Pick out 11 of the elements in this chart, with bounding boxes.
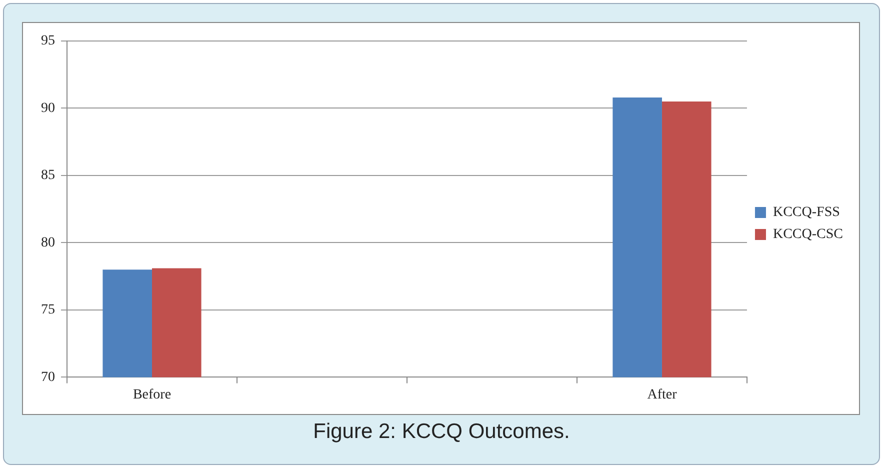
y-tick-label: 70 (41, 370, 55, 385)
text: Figure 2: KCCQ Outcomes. (312, 420, 571, 444)
x-tick-label: After (647, 387, 678, 402)
x-tick-label: Before (132, 387, 172, 402)
y-tick-label: 85 (41, 168, 55, 184)
y-tick-label: 80 (41, 235, 55, 250)
legend-label: KCCQ-FSS (772, 205, 840, 220)
legend-label: KCCQ-CSC (772, 227, 844, 242)
y-tick-label: 75 (41, 302, 55, 318)
y-tick-label: 95 (41, 34, 55, 49)
y-tick-label: 90 (41, 100, 55, 116)
